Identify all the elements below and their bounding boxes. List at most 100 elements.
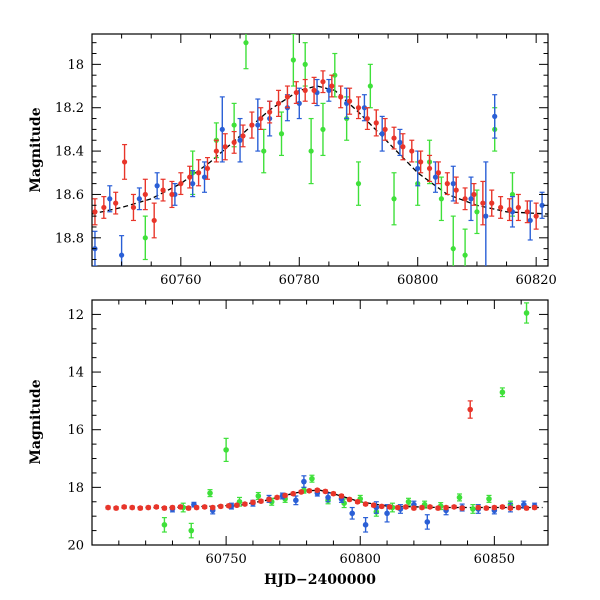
top-data-point (160, 187, 166, 193)
bottom-data-point (435, 505, 441, 511)
top-data-point (438, 196, 445, 202)
bottom-data-point (258, 498, 264, 504)
top-data-point (302, 61, 308, 67)
bottom-data-point (384, 510, 390, 517)
bottom-data-point (153, 504, 160, 510)
bottom-data-point (266, 496, 272, 503)
top-data-point (178, 181, 184, 187)
top-data-point (320, 126, 326, 133)
bottom-data-point (470, 506, 476, 512)
bottom-x-tick-label: 60750 (205, 552, 246, 567)
bottom-plot-frame (91, 299, 549, 546)
top-data-point (240, 133, 246, 139)
bottom-data-point (330, 490, 337, 497)
bottom-data-point (226, 503, 232, 509)
top-data-point (121, 159, 128, 165)
bottom-series-2 (161, 302, 530, 539)
top-data-point (480, 200, 486, 206)
bottom-data-point (443, 504, 449, 511)
top-series-0 (92, 70, 539, 239)
top-data-point (432, 174, 439, 180)
bottom-data-point (129, 504, 136, 511)
top-data-point (391, 196, 397, 202)
bottom-data-point (309, 475, 315, 482)
top-data-point (101, 204, 107, 211)
top-series-2 (142, 34, 516, 266)
top-data-point (444, 181, 450, 187)
bottom-data-point (475, 504, 482, 511)
top-data-point (462, 252, 468, 258)
top-data-point (201, 174, 208, 180)
top-data-point (142, 191, 148, 198)
top-plot-area (92, 34, 548, 266)
bottom-data-point (456, 494, 463, 501)
bottom-axis-ticks: 60750 60800 60850 12 14 16 18 20 (67, 299, 549, 567)
top-data-point (409, 148, 415, 154)
bottom-data-point (491, 504, 498, 511)
top-data-point (258, 115, 264, 122)
top-data-point (296, 100, 302, 106)
bottom-y-tick-label: 12 (67, 308, 84, 323)
bottom-data-point (378, 503, 385, 510)
top-data-point (190, 181, 196, 187)
bottom-y-axis-label: Magnitude (28, 379, 44, 464)
top-data-point (415, 165, 421, 172)
top-data-point (219, 126, 225, 133)
bottom-data-point (451, 504, 457, 510)
bottom-data-point (499, 504, 506, 510)
top-x-tick-label: 60800 (397, 273, 438, 288)
top-y-tick-label: 18.4 (55, 145, 84, 160)
top-data-point (418, 159, 424, 165)
top-x-tick-label: 60780 (279, 273, 320, 288)
bottom-data-point (137, 505, 144, 511)
top-data-point (347, 98, 353, 104)
top-data-point (355, 105, 362, 111)
top-data-point (462, 196, 468, 202)
bottom-data-point (507, 505, 514, 511)
top-data-point (151, 217, 157, 224)
top-data-point (364, 115, 370, 122)
bottom-data-point (314, 487, 321, 494)
bottom-data-point (322, 488, 329, 495)
bottom-data-point (338, 493, 345, 499)
top-data-point (113, 200, 119, 206)
bottom-data-point (193, 504, 200, 511)
top-data-point (255, 122, 261, 128)
bottom-data-point (105, 504, 111, 511)
bottom-data-point (298, 489, 305, 495)
top-x-tick-label: 60820 (515, 273, 556, 288)
top-data-point (302, 87, 308, 93)
bottom-data-point (306, 488, 313, 494)
bottom-data-point (301, 478, 307, 485)
bottom-data-point (290, 490, 296, 497)
top-y-tick-label: 18.2 (55, 101, 84, 116)
bottom-data-point (250, 499, 256, 506)
top-data-point (391, 135, 397, 141)
top-data-point (509, 191, 516, 198)
top-data-point (195, 170, 202, 176)
top-model-curve (92, 85, 548, 215)
bottom-data-point (274, 494, 280, 501)
top-data-point (338, 94, 344, 100)
top-data-point (527, 217, 533, 224)
bottom-data-point (255, 493, 262, 499)
bottom-data-point (424, 519, 431, 525)
bottom-panel: 60750 60800 60850 12 14 16 18 20 Magnitude HJD−… (28, 299, 549, 588)
top-data-point (261, 148, 267, 154)
bottom-data-point (405, 498, 412, 505)
bottom-data-point (411, 505, 417, 511)
bottom-data-point (523, 505, 530, 511)
top-data-point (237, 137, 243, 143)
top-data-point (231, 139, 237, 146)
top-data-point (308, 148, 314, 154)
top-y-tick-label: 18 (67, 58, 84, 73)
bottom-data-point (531, 504, 538, 511)
bottom-data-point (282, 492, 288, 499)
bottom-x-axis-label: HJD−2400000 (264, 572, 376, 588)
top-axis-ticks: 60760 60780 60800 60820 18 18.2 18.4 18.6 18.8 (55, 34, 557, 288)
bottom-data-point (177, 504, 184, 510)
top-y-axis-label: Magnitude (28, 107, 44, 192)
top-data-point (468, 196, 474, 202)
top-panel: 60760 60780 60800 60820 18 18.2 18.4 18.6 18.8 M… (28, 33, 557, 288)
top-y-tick-label: 18.8 (55, 231, 84, 246)
